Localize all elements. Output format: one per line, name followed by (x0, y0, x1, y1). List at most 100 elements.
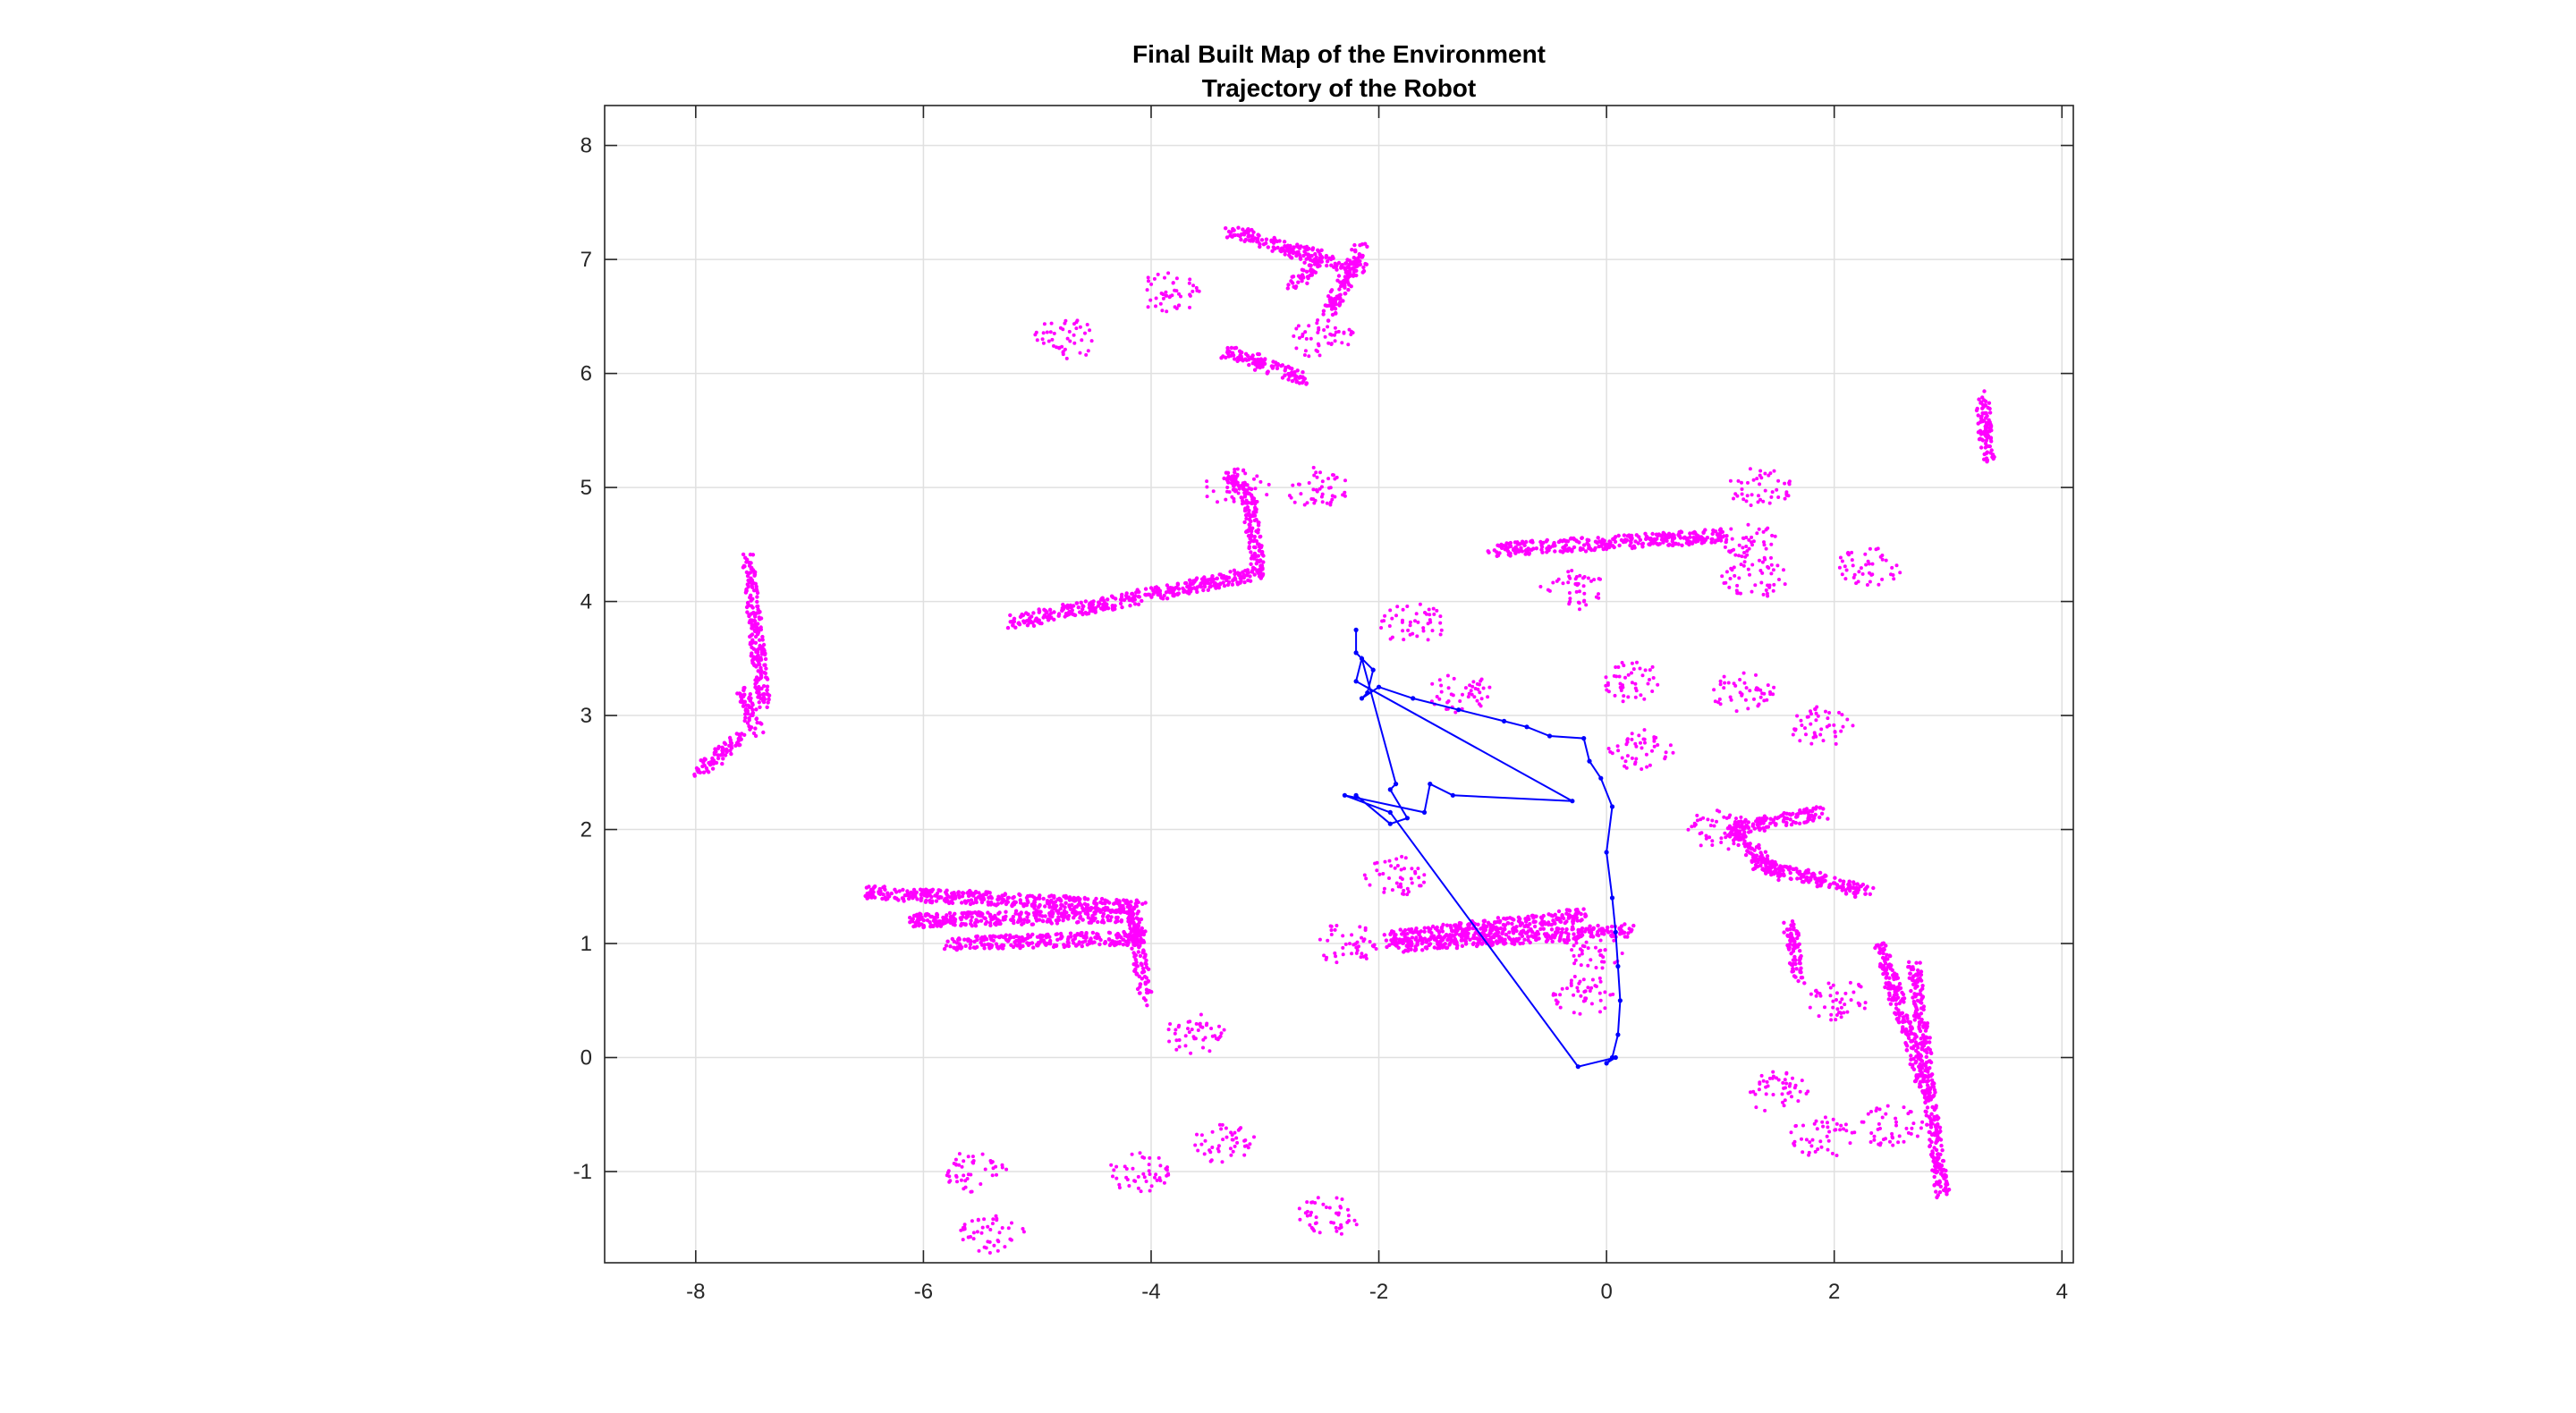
map-point (1254, 517, 1258, 522)
map-point (1209, 1158, 1214, 1163)
map-point (1161, 597, 1165, 601)
map-point (1135, 923, 1140, 927)
map-point (1074, 326, 1079, 331)
map-point (1732, 838, 1736, 842)
map-point (751, 569, 756, 573)
map-point (1785, 927, 1790, 932)
map-point (1249, 529, 1254, 534)
map-point (1063, 611, 1069, 616)
map-point (1436, 930, 1442, 935)
map-point (1074, 601, 1080, 605)
map-point (1088, 608, 1093, 613)
map-point (1142, 955, 1147, 960)
map-point (948, 895, 953, 900)
map-point (1395, 864, 1400, 867)
map-point (1323, 334, 1327, 339)
map-point (734, 740, 740, 745)
map-point (1085, 943, 1090, 947)
map-point (1902, 996, 1907, 1001)
map-point (1214, 1036, 1218, 1041)
map-point (1020, 922, 1024, 926)
map-point (752, 573, 757, 578)
map-point (1929, 1139, 1934, 1145)
map-point (1141, 996, 1147, 1001)
map-point (1195, 1132, 1199, 1137)
map-point (1165, 293, 1169, 298)
map-point (1314, 487, 1318, 492)
map-point (754, 611, 759, 615)
map-point (928, 920, 932, 925)
map-point (937, 918, 942, 924)
map-point (1130, 591, 1134, 597)
map-point (1589, 958, 1593, 962)
map-point (1588, 924, 1592, 928)
map-point (1352, 255, 1357, 260)
map-point (1300, 267, 1305, 272)
map-point (1034, 330, 1038, 334)
map-point (1908, 1025, 1913, 1029)
map-point (1249, 532, 1254, 537)
map-point (996, 911, 1001, 916)
map-point (1064, 356, 1069, 360)
map-point (1810, 808, 1815, 814)
map-point (1651, 537, 1657, 543)
map-point (1165, 309, 1169, 314)
map-point (1086, 915, 1091, 920)
map-point (1677, 529, 1682, 535)
map-point (986, 910, 990, 915)
map-point (1260, 567, 1265, 571)
map-point (1904, 1032, 1909, 1036)
map-point (1360, 254, 1364, 258)
map-point (1040, 935, 1045, 939)
map-point (1860, 882, 1866, 887)
map-point (1077, 940, 1081, 944)
map-point (766, 692, 770, 697)
map-point (935, 911, 939, 917)
map-point (1133, 903, 1139, 908)
map-point (1291, 281, 1295, 285)
map-point (919, 898, 923, 903)
map-point (934, 899, 939, 903)
map-point (929, 914, 935, 919)
map-point (1586, 963, 1590, 968)
map-point (1250, 554, 1255, 558)
map-point (1937, 1189, 1943, 1195)
map-point (1506, 935, 1512, 940)
map-point (1619, 537, 1624, 543)
map-point (1560, 986, 1564, 991)
map-point (1190, 1028, 1194, 1032)
map-point (1175, 591, 1180, 597)
map-point (963, 943, 968, 949)
map-point (1204, 580, 1209, 585)
map-point (750, 582, 754, 588)
map-point (1340, 283, 1344, 288)
map-point (949, 915, 954, 919)
map-point (1914, 1035, 1919, 1039)
map-point (1294, 326, 1299, 331)
map-point (1450, 928, 1455, 934)
map-point (1044, 943, 1048, 947)
map-point (1576, 989, 1580, 994)
map-point (1248, 525, 1252, 529)
map-point (1099, 896, 1105, 901)
map-point (1078, 897, 1082, 901)
map-point (1914, 960, 1919, 965)
map-point (1512, 546, 1516, 551)
map-point (1088, 328, 1092, 333)
map-point (1176, 587, 1182, 591)
map-point (1001, 897, 1006, 901)
map-point (1143, 929, 1148, 934)
map-point (1403, 856, 1408, 860)
map-point (1906, 1020, 1911, 1024)
map-point (1053, 900, 1058, 904)
map-point (1355, 940, 1360, 944)
grid-lines (605, 106, 2073, 1263)
map-point (910, 919, 915, 924)
map-point (1201, 1045, 1205, 1050)
map-point (1003, 893, 1008, 897)
map-point (1290, 367, 1294, 371)
map-point (1128, 926, 1132, 931)
map-point (1055, 937, 1060, 943)
map-point (1251, 545, 1257, 549)
map-point (1945, 1192, 1949, 1197)
